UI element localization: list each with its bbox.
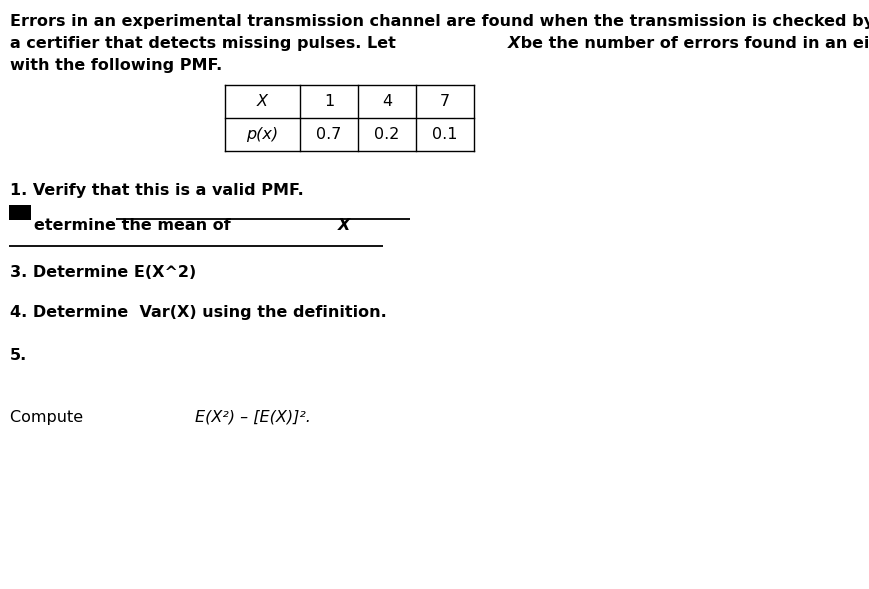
Text: p(x): p(x) — [246, 127, 278, 142]
Text: 1. Verify that this is a valid PMF.: 1. Verify that this is a valid PMF. — [10, 183, 303, 198]
Text: 4: 4 — [381, 94, 392, 109]
Text: E(X²) – [E(X)]².: E(X²) – [E(X)]². — [195, 410, 310, 425]
Text: 5.: 5. — [10, 348, 27, 363]
Text: be the number of errors found in an eight-bit byte: be the number of errors found in an eigh… — [514, 36, 869, 51]
Bar — [9, 205, 31, 220]
Text: 1: 1 — [323, 94, 334, 109]
Text: 7: 7 — [440, 94, 449, 109]
Text: X: X — [507, 36, 520, 51]
Text: X: X — [337, 218, 349, 233]
Text: 3. Determine E(X^2): 3. Determine E(X^2) — [10, 265, 196, 280]
Text: 4. Determine  Var(X) using the definition.: 4. Determine Var(X) using the definition… — [10, 305, 387, 320]
Text: X: X — [256, 94, 268, 109]
Text: 0.1: 0.1 — [432, 127, 457, 142]
Text: 0.7: 0.7 — [316, 127, 342, 142]
Text: etermine the mean of: etermine the mean of — [34, 218, 236, 233]
Text: Compute: Compute — [10, 410, 88, 425]
Text: Errors in an experimental transmission channel are found when the transmission i: Errors in an experimental transmission c… — [10, 14, 869, 29]
Text: with the following PMF.: with the following PMF. — [10, 58, 222, 73]
Text: 0.2: 0.2 — [374, 127, 399, 142]
Text: a certifier that detects missing pulses. Let: a certifier that detects missing pulses.… — [10, 36, 401, 51]
